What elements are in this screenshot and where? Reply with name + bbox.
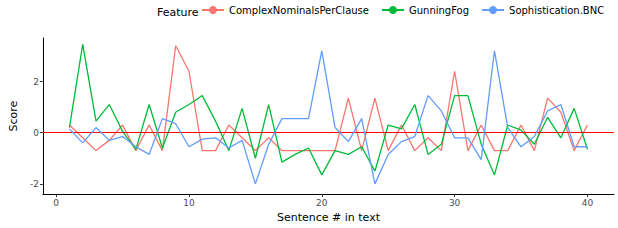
svg-text:20: 20: [316, 198, 328, 208]
svg-text:-2: -2: [30, 179, 39, 189]
svg-text:Sophistication.BNC: Sophistication.BNC: [509, 5, 604, 16]
svg-text:Feature: Feature: [157, 6, 199, 19]
svg-text:2: 2: [33, 77, 39, 87]
svg-text:ComplexNominalsPerClause: ComplexNominalsPerClause: [229, 5, 369, 16]
svg-text:Sentence # in text: Sentence # in text: [277, 211, 381, 224]
svg-text:GunningFog: GunningFog: [409, 5, 469, 16]
svg-text:0: 0: [53, 198, 59, 208]
svg-text:40: 40: [582, 198, 594, 208]
svg-text:10: 10: [183, 198, 195, 208]
svg-text:Score: Score: [7, 100, 20, 131]
svg-text:0: 0: [33, 128, 39, 138]
svg-text:30: 30: [449, 198, 461, 208]
